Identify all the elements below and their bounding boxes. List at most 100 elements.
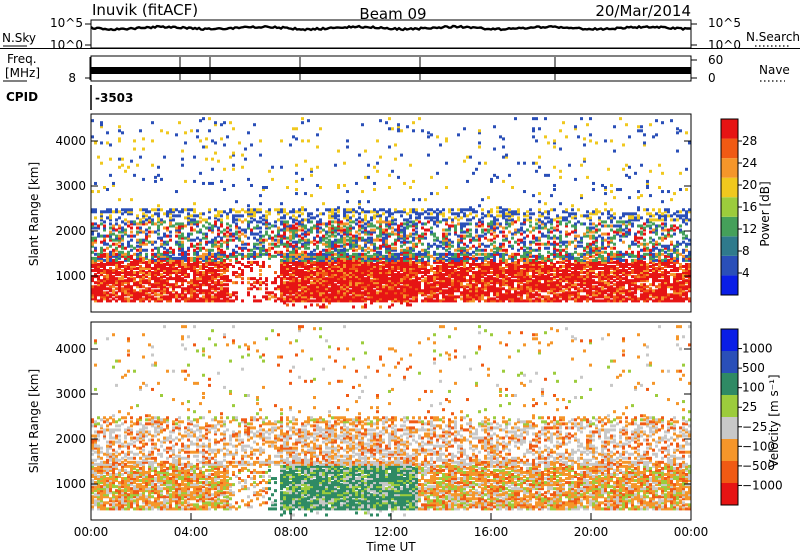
- power-cell: [301, 212, 304, 216]
- power-cell: [502, 137, 505, 141]
- power-cell: [358, 285, 361, 289]
- power-cell: [190, 242, 193, 246]
- power-cell: [496, 248, 499, 252]
- power-cell: [559, 256, 562, 260]
- power-cell: [364, 271, 367, 275]
- power-cell: [376, 161, 379, 165]
- power-cell: [346, 273, 349, 277]
- power-cell: [358, 224, 361, 228]
- power-cell: [247, 208, 250, 212]
- power-cell: [220, 220, 223, 224]
- power-cell: [373, 262, 376, 266]
- power-cell: [157, 256, 160, 260]
- power-cell: [160, 262, 163, 266]
- power-cell: [427, 258, 430, 262]
- power-cell: [352, 226, 355, 230]
- power-cell: [208, 248, 211, 252]
- power-cell: [469, 275, 472, 279]
- power-cell: [130, 277, 133, 281]
- power-cell: [181, 210, 184, 214]
- power-cell: [217, 248, 220, 252]
- power-cell: [295, 287, 298, 291]
- power-cell: [355, 256, 358, 260]
- power-cell: [253, 246, 256, 250]
- freq-unit-label: [MHz]: [5, 66, 40, 80]
- power-cell: [550, 291, 553, 295]
- power-cell: [400, 210, 403, 214]
- power-cell: [493, 240, 496, 244]
- power-cell: [283, 297, 286, 301]
- power-cell: [412, 244, 415, 248]
- power-cell: [214, 244, 217, 248]
- power-cell: [355, 242, 358, 246]
- power-cell: [397, 123, 400, 127]
- power-cell: [283, 242, 286, 246]
- power-cell: [487, 267, 490, 270]
- power-cell: [433, 275, 436, 279]
- power-cell: [298, 210, 301, 214]
- power-cell: [220, 254, 223, 258]
- power-cell: [472, 277, 475, 281]
- power-cell: [94, 256, 97, 260]
- power-cell: [457, 238, 460, 242]
- power-cell: [556, 297, 559, 301]
- power-cell: [499, 273, 502, 277]
- power-cell: [295, 192, 298, 196]
- power-cell: [523, 240, 526, 244]
- power-cell: [436, 287, 439, 291]
- power-cell: [553, 293, 556, 297]
- power-cell: [448, 279, 451, 283]
- power-cell: [337, 271, 340, 275]
- power-cell: [481, 285, 484, 289]
- power-cell: [406, 289, 409, 293]
- power-cell: [544, 262, 547, 266]
- power-cell: [232, 293, 235, 297]
- power-cell: [94, 141, 97, 145]
- power-cell: [124, 254, 127, 258]
- power-cell: [481, 275, 484, 279]
- power-cell: [214, 236, 217, 240]
- power-cell: [175, 275, 178, 279]
- power-cell: [478, 145, 481, 149]
- power-cell: [427, 299, 430, 303]
- power-cell: [112, 232, 115, 236]
- power-cell: [550, 267, 553, 270]
- power-cell: [295, 216, 298, 220]
- power-cell: [193, 297, 196, 301]
- power-cell: [547, 277, 550, 281]
- power-cell: [442, 256, 445, 260]
- power-cell: [445, 137, 448, 141]
- power-cell: [415, 242, 418, 246]
- power-cell: [364, 210, 367, 214]
- power-cell: [313, 242, 316, 246]
- power-cell: [547, 254, 550, 258]
- power-cell: [520, 269, 523, 273]
- power-cell: [313, 283, 316, 287]
- power-cell: [370, 224, 373, 228]
- power-cell: [148, 210, 151, 214]
- power-cell: [190, 269, 193, 273]
- power-cell: [202, 252, 205, 256]
- power-cell: [274, 293, 277, 297]
- power-cell: [292, 277, 295, 281]
- power-cell: [154, 291, 157, 295]
- power-cell: [508, 281, 511, 285]
- power-cell: [535, 297, 538, 301]
- power-cell: [478, 218, 481, 222]
- power-cell: [367, 281, 370, 285]
- power-cell: [376, 293, 379, 297]
- power-cell: [280, 236, 283, 240]
- power-cell: [223, 252, 226, 256]
- power-cell: [529, 248, 532, 252]
- power-cell: [394, 143, 397, 147]
- power-cell: [418, 212, 421, 216]
- power-cell: [139, 291, 142, 295]
- power-cell: [406, 269, 409, 273]
- power-cell: [505, 277, 508, 281]
- power-cell: [115, 258, 118, 262]
- cpid-row: CPID -3503: [6, 85, 133, 110]
- power-cell: [226, 242, 229, 246]
- power-cell: [178, 246, 181, 250]
- power-cell: [160, 269, 163, 273]
- power-cell: [151, 271, 154, 275]
